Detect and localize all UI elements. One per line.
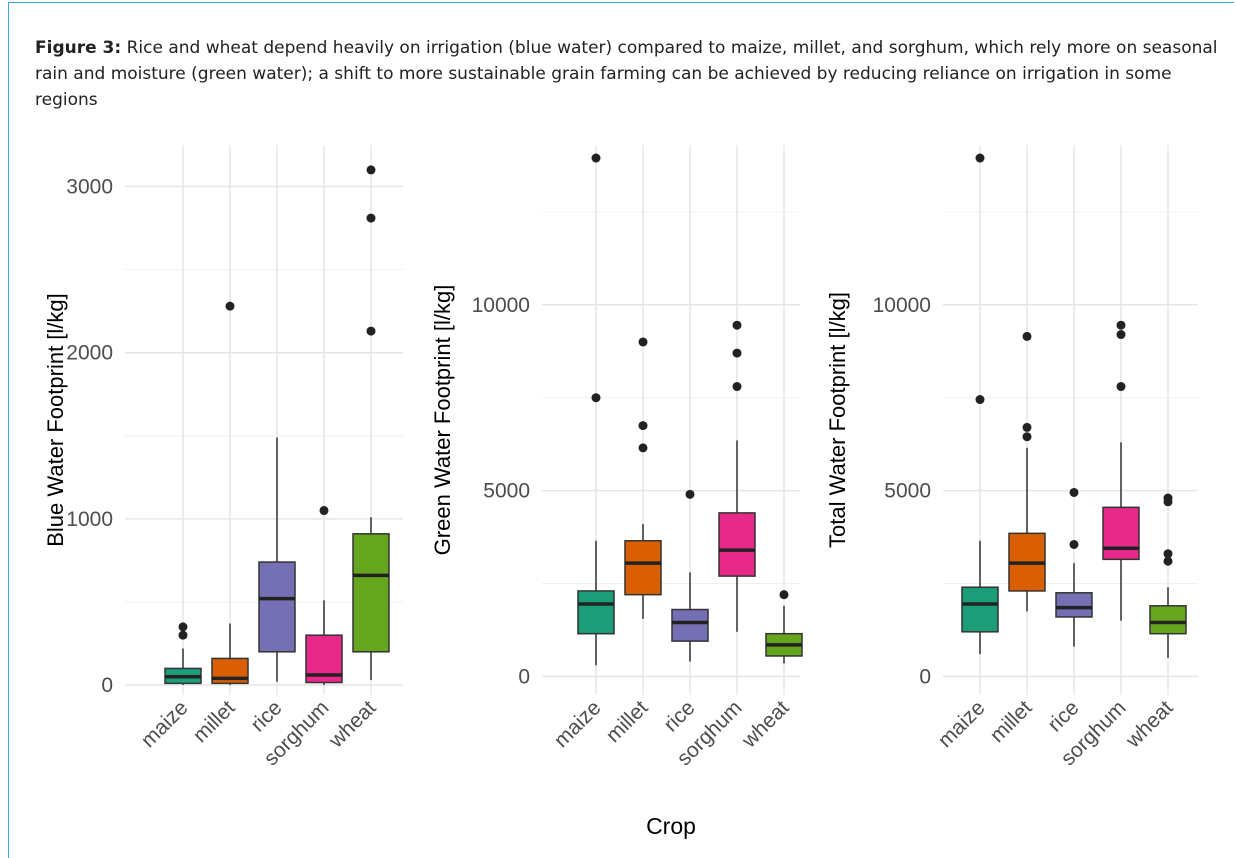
box-rice: [1055, 487, 1093, 647]
box-maize: [577, 153, 615, 666]
box-maize: [164, 622, 202, 686]
box-body: [1055, 592, 1093, 618]
caption-label: Figure 3:: [35, 38, 122, 58]
outlier-point: [591, 393, 601, 403]
outlier-point: [366, 326, 376, 336]
outlier-point: [591, 153, 601, 163]
outlier-point: [638, 421, 648, 431]
outlier-point: [1022, 432, 1032, 442]
outlier-point: [685, 489, 695, 499]
y-tick-label: 10000: [873, 294, 931, 317]
x-tick-label: rice: [246, 696, 286, 736]
outlier-point: [319, 506, 329, 516]
outlier-point: [366, 213, 376, 223]
y-axis-label: Total Water Footprint [l/kg]: [825, 292, 850, 548]
y-tick-label: 1000: [66, 508, 113, 531]
box-body: [718, 512, 756, 577]
outlier-point: [178, 630, 188, 640]
outlier-point: [1163, 493, 1173, 503]
y-tick-label: 2000: [66, 342, 113, 365]
outlier-point: [1022, 331, 1032, 341]
y-tick-label: 5000: [483, 480, 530, 503]
y-axis-label: Blue Water Footprint [l/kg]: [43, 293, 68, 547]
outlier-point: [732, 320, 742, 330]
x-tick-label: wheat: [1121, 696, 1178, 753]
caption-text: Rice and wheat depend heavily on irrigat…: [35, 38, 1218, 110]
x-tick-label: millet: [986, 696, 1037, 747]
outlier-point: [975, 395, 985, 405]
x-tick-label: rice: [659, 696, 699, 736]
box-sorghum: [718, 320, 756, 632]
box-wheat: [352, 165, 390, 681]
box-body: [1102, 506, 1140, 561]
box-millet: [624, 337, 662, 619]
outlier-point: [225, 301, 235, 311]
outlier-point: [366, 165, 376, 175]
x-tick-label: wheat: [324, 696, 381, 753]
figure-caption: Figure 3: Rice and wheat depend heavily …: [35, 35, 1220, 113]
y-axis-label: Green Water Footprint [l/kg]: [430, 285, 455, 556]
y-tick-label: 3000: [66, 176, 113, 199]
box-sorghum: [305, 506, 343, 686]
y-tick-label: 0: [101, 674, 113, 697]
box-maize: [961, 153, 999, 655]
outlier-point: [1163, 556, 1173, 566]
box-sorghum: [1102, 320, 1140, 621]
box-body: [961, 586, 999, 633]
outlier-point: [178, 622, 188, 632]
box-wheat: [765, 590, 803, 664]
y-tick-label: 10000: [472, 294, 530, 317]
outlier-point: [1069, 539, 1079, 549]
x-axis-label: Crop: [646, 813, 696, 839]
x-tick-label: maize: [137, 696, 193, 752]
outlier-point: [1116, 382, 1126, 392]
outlier-point: [975, 153, 985, 163]
box-body: [624, 540, 662, 596]
y-tick-label: 5000: [884, 480, 931, 503]
box-body: [258, 561, 296, 653]
y-tick-label: 0: [919, 665, 931, 688]
x-tick-label: wheat: [737, 696, 794, 753]
outlier-point: [638, 443, 648, 453]
outlier-point: [732, 382, 742, 392]
box-rice: [258, 437, 296, 682]
x-tick-label: millet: [602, 696, 653, 747]
box-millet: [1008, 331, 1046, 612]
x-tick-label: millet: [189, 696, 240, 747]
outlier-point: [1069, 487, 1079, 497]
x-tick-label: maize: [550, 696, 606, 752]
box-rice: [671, 489, 709, 662]
outlier-point: [1163, 549, 1173, 559]
y-tick-label: 0: [518, 665, 530, 688]
x-tick-label: rice: [1043, 696, 1083, 736]
x-tick-label: maize: [934, 696, 990, 752]
outlier-point: [1116, 320, 1126, 330]
box-wheat: [1149, 493, 1187, 658]
figure-frame: [8, 2, 1234, 858]
outlier-point: [732, 348, 742, 358]
outlier-point: [779, 590, 789, 600]
box-body: [671, 608, 709, 642]
box-body: [352, 533, 390, 653]
box-body: [577, 590, 615, 635]
outlier-point: [1022, 422, 1032, 432]
box-millet: [211, 301, 249, 686]
outlier-point: [1116, 330, 1126, 340]
outlier-point: [638, 337, 648, 347]
box-body: [1149, 605, 1187, 635]
